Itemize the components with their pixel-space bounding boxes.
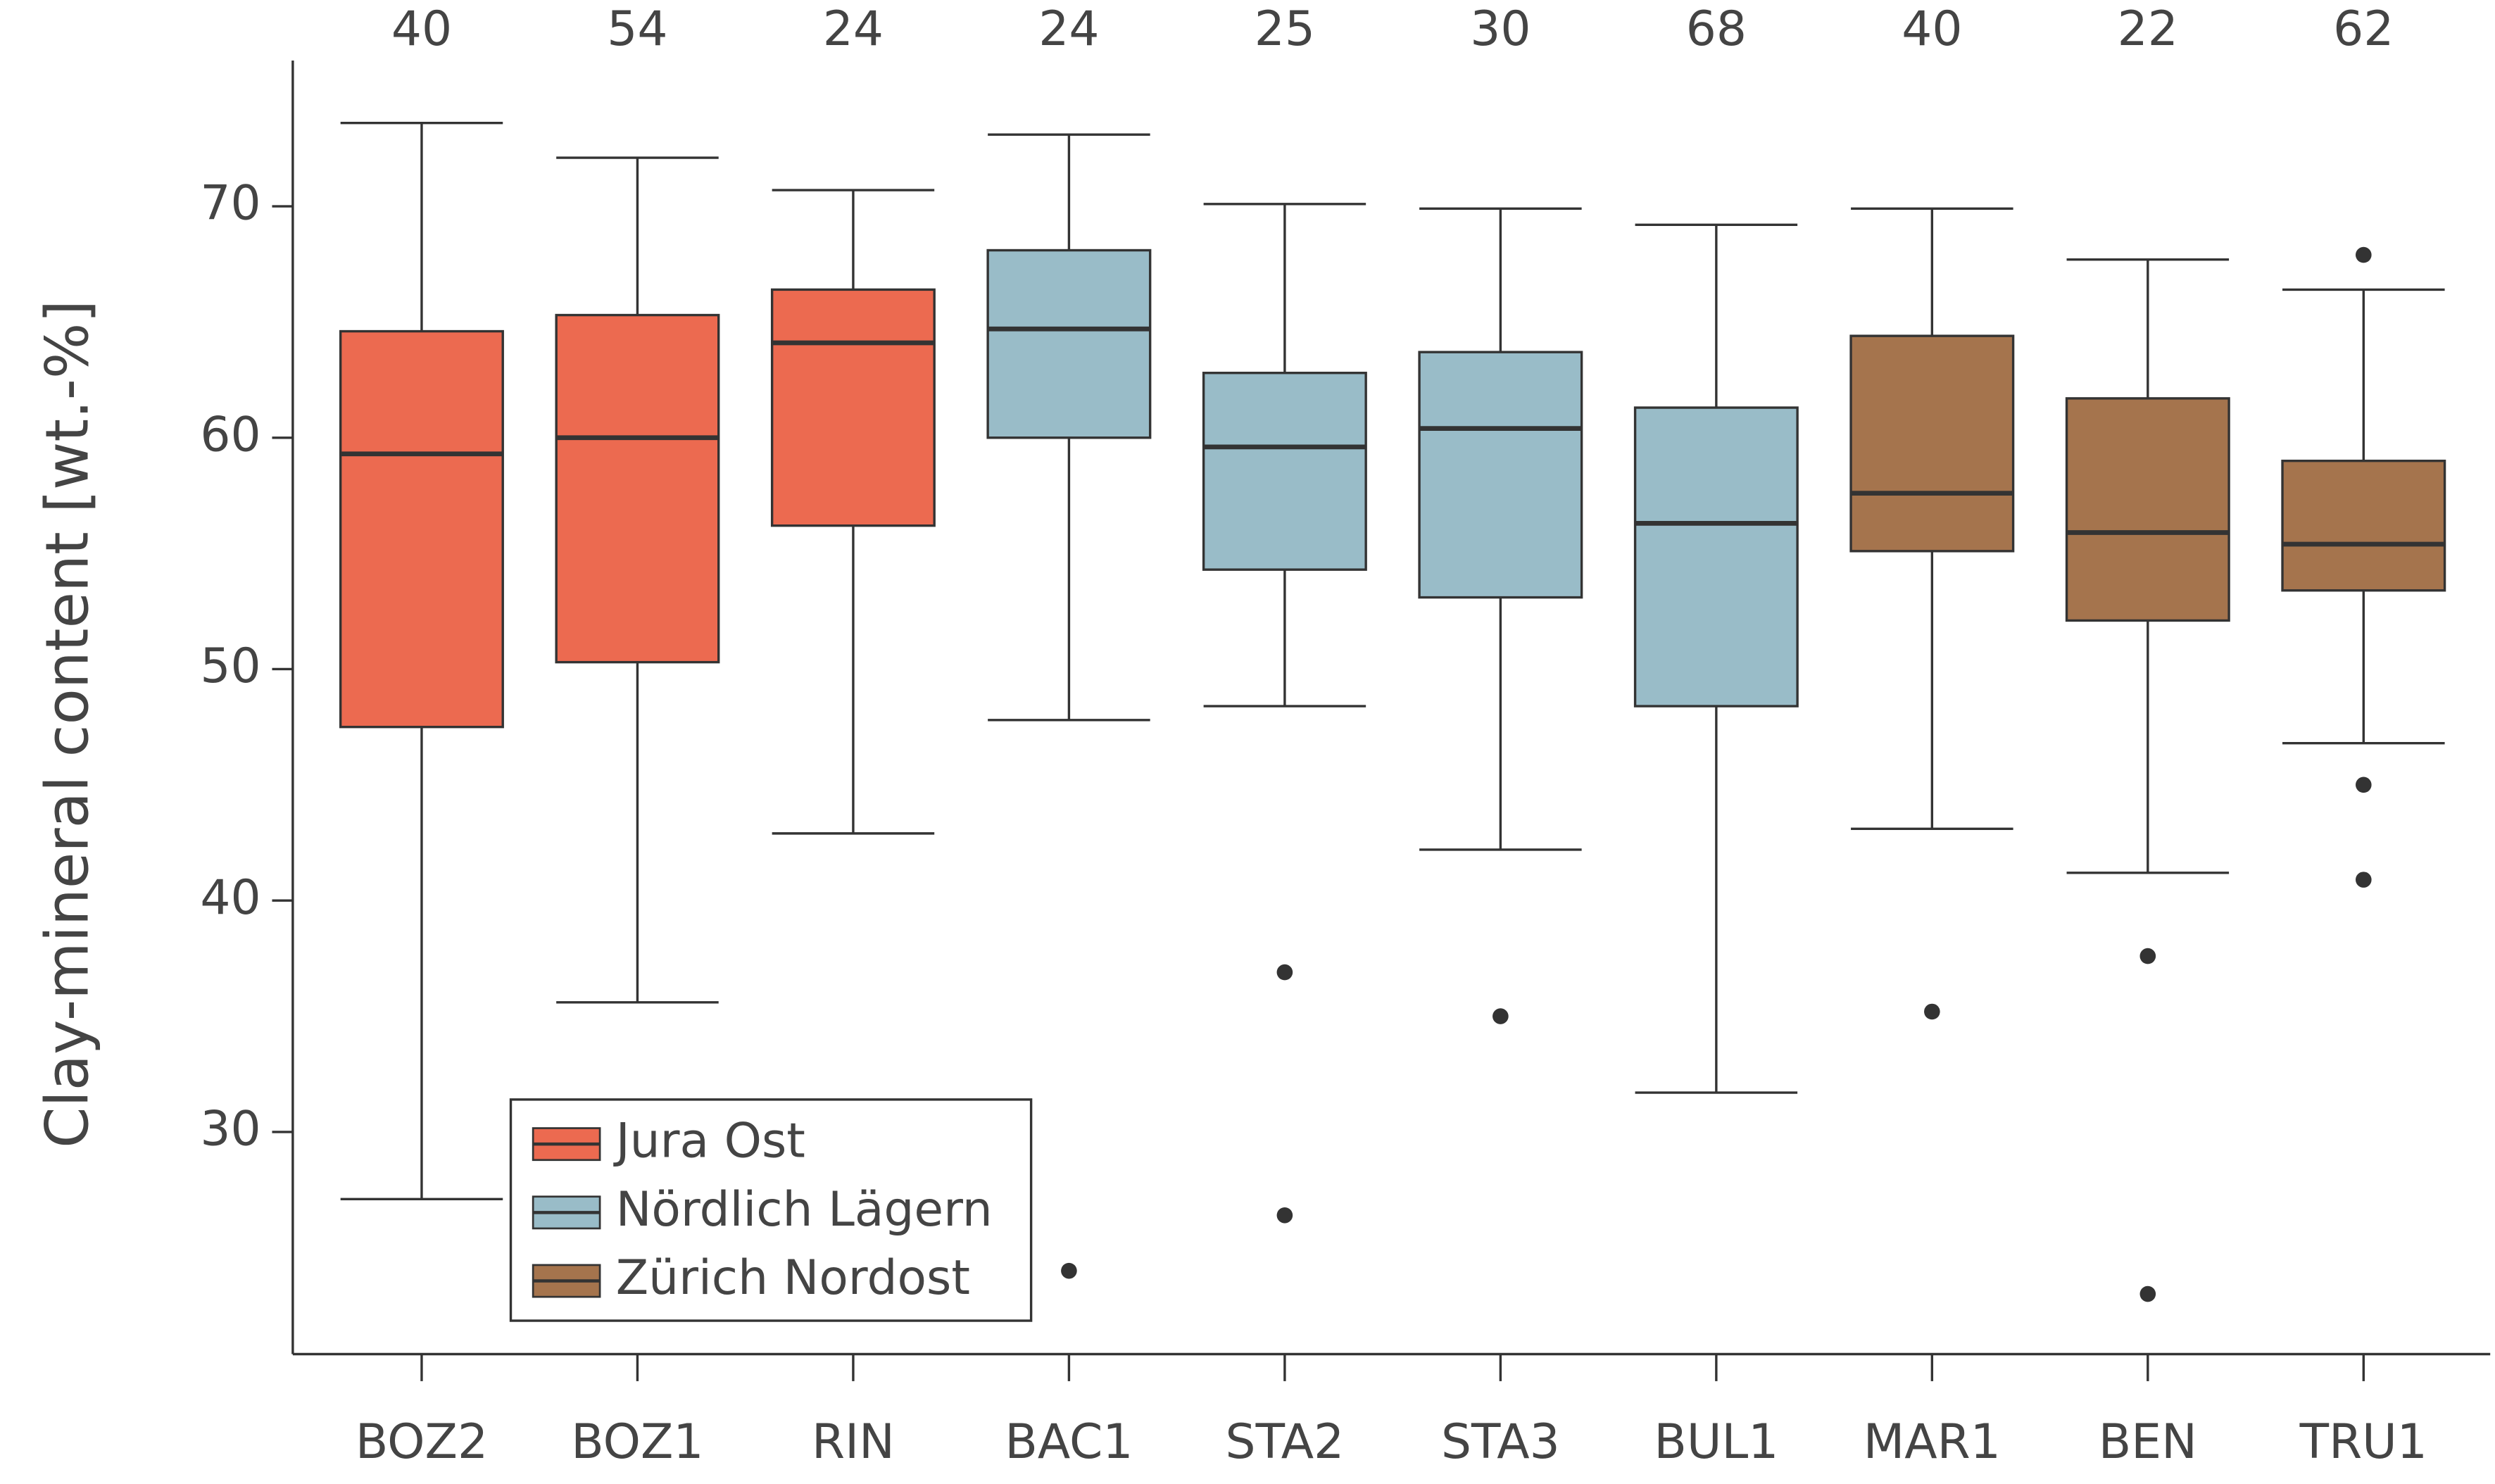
outlier [2356, 246, 2372, 263]
box [1633, 406, 1799, 708]
outlier [2356, 776, 2372, 793]
x-tick-label: BUL1 [1654, 1414, 1778, 1469]
outlier [2139, 1285, 2156, 1302]
count-label: 25 [1255, 1, 1315, 56]
box [986, 249, 1152, 439]
count-label: 40 [391, 1, 452, 56]
y-axis-label: Clay-mineral content [wt.-%] [33, 300, 102, 1148]
x-tick-label: BAC1 [1005, 1414, 1133, 1469]
count-label: 40 [1902, 1, 1962, 56]
outlier [2139, 948, 2156, 964]
box [1849, 334, 2015, 553]
box [1202, 372, 1367, 571]
count-label: 24 [1038, 1, 1099, 56]
box [555, 313, 720, 664]
box [339, 329, 504, 729]
count-label: 62 [2333, 1, 2394, 56]
outlier [1492, 1008, 1509, 1024]
box [770, 288, 936, 527]
count-label: 24 [823, 1, 884, 56]
outlier [1276, 1207, 1293, 1224]
x-tick-label: BOZ1 [571, 1414, 703, 1469]
outlier [1276, 964, 1293, 981]
x-tick-label: TRU1 [2299, 1414, 2427, 1469]
count-label: 54 [607, 1, 667, 56]
count-label: 30 [1470, 1, 1531, 56]
legend-label: Zürich Nordost [616, 1250, 970, 1305]
x-tick-label: RIN [812, 1414, 895, 1469]
legend-label: Nördlich Lägern [616, 1181, 993, 1237]
outlier [2356, 872, 2372, 888]
y-tick-label: 40 [200, 869, 260, 925]
count-label: 68 [1686, 1, 1747, 56]
box [1418, 351, 1583, 599]
x-tick-label: STA3 [1441, 1414, 1560, 1469]
count-label: 22 [2118, 1, 2178, 56]
x-tick-label: BOZ2 [356, 1414, 488, 1469]
box [2281, 459, 2446, 592]
outlier [1061, 1262, 1077, 1279]
box [2065, 397, 2230, 622]
x-tick-label: MAR1 [1864, 1414, 2001, 1469]
outlier [1924, 1003, 1940, 1020]
x-tick-label: BEN [2099, 1414, 2197, 1469]
y-tick-label: 50 [200, 638, 260, 693]
x-tick-label: STA2 [1226, 1414, 1345, 1469]
y-tick-label: 70 [200, 175, 260, 231]
y-tick-label: 30 [200, 1100, 260, 1156]
y-tick-label: 60 [200, 406, 260, 462]
legend-label: Jura Ost [613, 1113, 805, 1169]
